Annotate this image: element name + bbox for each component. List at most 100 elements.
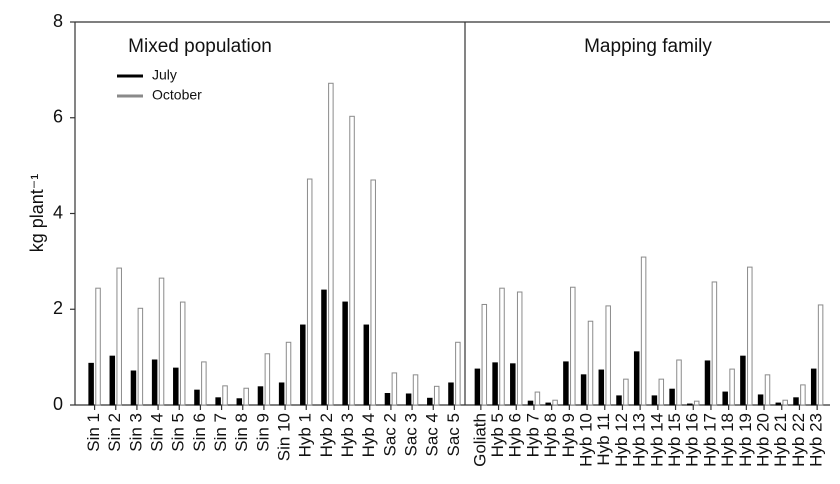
bar: [658, 378, 665, 406]
x-tick-label: Sin 4: [148, 413, 167, 452]
bar: [137, 307, 144, 406]
x-tick-label: Sin 6: [190, 413, 209, 452]
bar: [580, 374, 587, 406]
x-tick-label: Sin 8: [232, 413, 251, 452]
x-tick-label: Sin 5: [169, 413, 188, 452]
x-tick-label: Hyb 22: [789, 413, 808, 467]
bar: [264, 353, 271, 406]
bar: [116, 267, 122, 406]
panel-title: Mapping family: [584, 36, 712, 57]
bar: [109, 355, 116, 406]
bar: [427, 397, 433, 406]
legend-label: July: [152, 67, 177, 83]
y-tick-label: 6: [53, 107, 63, 127]
x-tick-label: Sin 10: [275, 413, 294, 461]
bar: [412, 374, 419, 406]
x-tick-label: Hyb 12: [612, 413, 631, 467]
x-tick-label: Hyb 20: [754, 413, 773, 467]
bar: [179, 301, 186, 406]
x-tick-label: Sac 5: [444, 413, 463, 456]
x-tick-label: Hyb 1: [296, 413, 315, 457]
bar: [300, 324, 306, 406]
y-tick-label: 8: [53, 11, 63, 31]
bar: [363, 324, 370, 406]
bar: [704, 360, 711, 406]
bar: [342, 301, 348, 406]
bar: [570, 286, 576, 406]
x-tick-label: Hyb 6: [506, 413, 525, 457]
x-tick-label: Hyb 13: [630, 413, 649, 467]
bar: [285, 341, 292, 406]
bar: [130, 370, 137, 406]
bar: [552, 399, 558, 406]
bar: [587, 320, 594, 406]
panel-title: Mixed population: [128, 36, 272, 57]
x-tick-label: Sin 1: [84, 413, 103, 452]
bar: [88, 362, 94, 406]
bar: [455, 341, 461, 406]
bar: [775, 402, 782, 406]
y-axis-label: kg plant⁻¹: [27, 174, 47, 253]
bar: [810, 368, 817, 406]
x-tick-label: Hyb 7: [523, 413, 542, 457]
x-tick-label: Hyb 17: [700, 413, 719, 467]
bar: [676, 359, 682, 406]
x-tick-label: Hyb 15: [665, 413, 684, 467]
bar: [669, 388, 675, 406]
bar: [215, 397, 221, 406]
x-tick-label: Hyb 14: [647, 413, 666, 467]
bar: [693, 400, 700, 406]
x-tick-label: Hyb 11: [594, 413, 613, 466]
bar: [640, 256, 647, 406]
bar: [623, 378, 629, 406]
x-tick-label: Sin 3: [126, 413, 145, 452]
bar: [605, 305, 611, 406]
x-tick-label: Hyb 3: [338, 413, 357, 457]
bar: [328, 82, 334, 406]
bar: [563, 361, 569, 406]
x-tick-label: Sac 3: [402, 413, 421, 456]
bar: [747, 266, 753, 406]
bar: [510, 363, 516, 406]
bar: [151, 359, 158, 406]
bar: [278, 382, 285, 406]
bar: [243, 387, 249, 406]
bar: [651, 395, 658, 406]
bar: [481, 303, 488, 406]
x-tick-label: Hyb 16: [683, 413, 702, 467]
bar: [158, 277, 165, 406]
bar: [499, 287, 505, 406]
bar: [722, 391, 728, 406]
x-tick-label: Hyb 10: [577, 413, 596, 467]
bar: [194, 389, 200, 406]
bar: [448, 382, 454, 406]
bar: [740, 355, 746, 406]
x-tick-label: Sin 7: [211, 413, 230, 452]
x-tick-label: Sac 4: [423, 413, 442, 456]
bar: [711, 281, 718, 406]
x-tick-label: Goliath: [470, 413, 489, 467]
bar: [516, 291, 523, 406]
bar: [433, 385, 440, 406]
bar: [236, 398, 243, 406]
y-tick-label: 4: [53, 202, 63, 222]
x-tick-label: Hyb 18: [718, 413, 737, 467]
bar: [349, 115, 355, 406]
bar: [757, 394, 764, 406]
bar: [95, 287, 101, 406]
bar: [492, 362, 498, 406]
bar: [598, 369, 605, 406]
x-tick-label: Hyb 19: [736, 413, 755, 467]
x-tick-label: Hyb 8: [541, 413, 560, 457]
bar: [201, 361, 207, 406]
x-tick-label: Hyb 4: [359, 413, 378, 457]
bar: [782, 399, 788, 406]
y-tick-label: 2: [53, 298, 63, 318]
x-tick-label: Hyb 2: [317, 413, 336, 457]
x-tick-label: Sin 2: [105, 413, 124, 452]
x-tick-label: Hyb 9: [559, 413, 578, 457]
y-tick-label: 0: [53, 394, 63, 414]
bar: [793, 397, 799, 406]
bar: [534, 391, 541, 406]
bar: [474, 368, 481, 406]
